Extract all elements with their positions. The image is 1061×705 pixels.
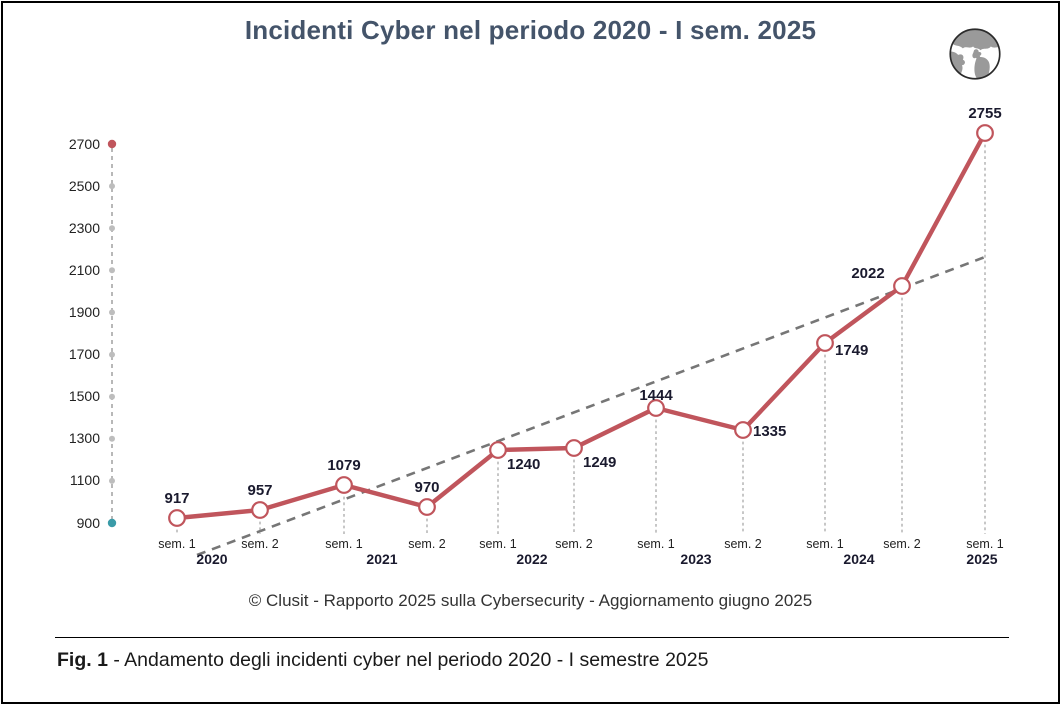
svg-text:1249: 1249 bbox=[583, 454, 616, 471]
svg-text:1900: 1900 bbox=[69, 304, 100, 320]
svg-text:1079: 1079 bbox=[327, 457, 360, 474]
svg-text:sem. 2: sem. 2 bbox=[883, 537, 921, 551]
svg-text:1300: 1300 bbox=[69, 430, 100, 446]
svg-text:sem. 2: sem. 2 bbox=[241, 537, 279, 551]
svg-text:2025: 2025 bbox=[966, 551, 997, 567]
svg-text:2022: 2022 bbox=[851, 265, 884, 282]
svg-text:2023: 2023 bbox=[680, 551, 711, 567]
svg-text:sem. 1: sem. 1 bbox=[158, 537, 196, 551]
svg-text:sem. 1: sem. 1 bbox=[966, 537, 1004, 551]
svg-text:2500: 2500 bbox=[69, 178, 100, 194]
svg-text:970: 970 bbox=[414, 479, 439, 496]
svg-text:1444: 1444 bbox=[639, 387, 673, 404]
svg-text:sem. 2: sem. 2 bbox=[724, 537, 762, 551]
svg-text:sem. 1: sem. 1 bbox=[637, 537, 675, 551]
svg-text:2100: 2100 bbox=[69, 262, 100, 278]
svg-text:sem. 1: sem. 1 bbox=[806, 537, 844, 551]
svg-text:1749: 1749 bbox=[835, 342, 868, 359]
svg-text:900: 900 bbox=[77, 515, 101, 531]
svg-text:1240: 1240 bbox=[507, 456, 540, 473]
svg-text:1700: 1700 bbox=[69, 346, 100, 362]
svg-text:2700: 2700 bbox=[69, 136, 100, 152]
svg-text:sem. 1: sem. 1 bbox=[479, 537, 517, 551]
svg-text:2020: 2020 bbox=[196, 551, 227, 567]
svg-text:2024: 2024 bbox=[843, 551, 874, 567]
svg-text:1100: 1100 bbox=[70, 472, 100, 488]
svg-text:2300: 2300 bbox=[69, 220, 100, 236]
svg-text:2021: 2021 bbox=[366, 551, 397, 567]
svg-text:957: 957 bbox=[247, 482, 272, 499]
svg-text:sem. 1: sem. 1 bbox=[325, 537, 363, 551]
svg-text:sem. 2: sem. 2 bbox=[408, 537, 446, 551]
svg-text:sem. 2: sem. 2 bbox=[555, 537, 593, 551]
svg-text:2022: 2022 bbox=[516, 551, 547, 567]
svg-text:1500: 1500 bbox=[69, 388, 100, 404]
svg-text:2755: 2755 bbox=[968, 105, 1001, 122]
svg-text:917: 917 bbox=[164, 490, 189, 507]
svg-text:1335: 1335 bbox=[753, 423, 786, 440]
